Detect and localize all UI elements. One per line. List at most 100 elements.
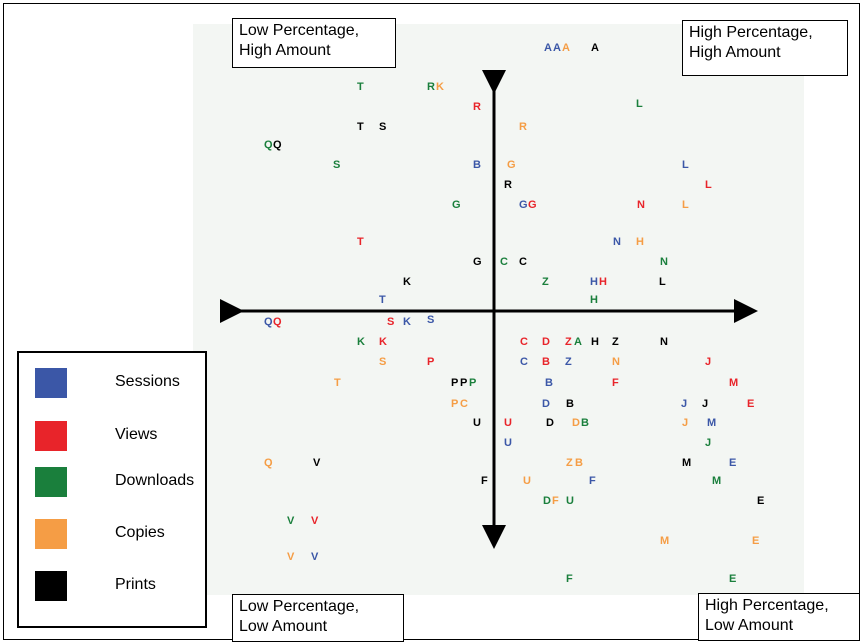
mark-sessions-Q: Q	[264, 316, 273, 328]
mark-sessions-D: D	[542, 398, 550, 410]
mark-downloads-D: D	[543, 495, 551, 507]
mark-sessions-L: L	[682, 159, 689, 171]
mark-downloads-P: P	[469, 377, 476, 389]
mark-prints-U: U	[473, 417, 481, 429]
legend-swatch-downloads	[35, 467, 67, 497]
mark-views-U: U	[504, 417, 512, 429]
mark-sessions-C: C	[520, 356, 528, 368]
mark-sessions-G: G	[519, 199, 528, 211]
mark-prints-Q: Q	[273, 139, 282, 151]
mark-downloads-U: U	[566, 495, 574, 507]
mark-sessions-E: E	[729, 457, 736, 469]
mark-sessions-F: F	[589, 475, 596, 487]
mark-copies-B: B	[575, 457, 583, 469]
mark-downloads-C: C	[500, 256, 508, 268]
mark-prints-Z: Z	[612, 336, 619, 348]
mark-copies-C: C	[460, 398, 468, 410]
mark-prints-A: A	[591, 42, 599, 54]
mark-views-S: S	[387, 316, 394, 328]
mark-downloads-M: M	[712, 475, 721, 487]
legend-label: Sessions	[115, 373, 180, 390]
mark-views-Q: Q	[273, 316, 282, 328]
legend-swatch-copies	[35, 519, 67, 549]
mark-downloads-Q: Q	[264, 139, 273, 151]
mark-sessions-N: N	[613, 236, 621, 248]
legend-item-copies: Copies	[35, 519, 205, 549]
mark-downloads-A: A	[574, 336, 582, 348]
mark-copies-Q: Q	[264, 457, 273, 469]
mark-prints-G: G	[473, 256, 482, 268]
mark-prints-J: J	[702, 398, 708, 410]
mark-prints-P: P	[451, 377, 458, 389]
mark-views-B: B	[542, 356, 550, 368]
mark-copies-K: K	[436, 81, 444, 93]
mark-copies-F: F	[552, 495, 559, 507]
mark-views-M: M	[729, 377, 738, 389]
mark-views-Z: Z	[565, 336, 572, 348]
corner-label-top-left: Low Percentage, High Amount	[232, 18, 396, 68]
legend-item-sessions: Sessions	[35, 368, 205, 398]
mark-downloads-E: E	[729, 573, 736, 585]
corner-label-bottom-right: High Percentage, Low Amount	[698, 593, 860, 641]
mark-downloads-Z: Z	[542, 276, 549, 288]
mark-views-N: N	[637, 199, 645, 211]
mark-views-R: R	[473, 101, 481, 113]
mark-sessions-V: V	[311, 551, 319, 563]
legend-swatch-sessions	[35, 368, 67, 398]
mark-downloads-T: T	[357, 81, 364, 93]
mark-views-E: E	[747, 398, 754, 410]
legend-label: Downloads	[115, 472, 195, 489]
mark-copies-D: D	[572, 417, 580, 429]
mark-prints-T: T	[357, 121, 364, 133]
mark-copies-H: H	[636, 236, 644, 248]
mark-sessions-T: T	[379, 294, 386, 306]
mark-views-D: D	[542, 336, 550, 348]
mark-prints-S: S	[379, 121, 386, 133]
mark-views-C: C	[520, 336, 528, 348]
mark-downloads-H: H	[590, 294, 598, 306]
mark-copies-M: M	[660, 535, 669, 547]
mark-downloads-V: V	[287, 515, 295, 527]
mark-copies-S: S	[379, 356, 386, 368]
legend-item-views: Views	[35, 421, 205, 451]
mark-downloads-K: K	[357, 336, 365, 348]
mark-prints-V: V	[313, 457, 321, 469]
mark-sessions-U: U	[504, 437, 512, 449]
mark-sessions-A: A	[553, 42, 561, 54]
mark-prints-D: D	[546, 417, 554, 429]
mark-views-L: L	[705, 179, 712, 191]
mark-prints-N: N	[660, 336, 668, 348]
mark-copies-Z: Z	[566, 457, 573, 469]
mark-downloads-F: F	[566, 573, 573, 585]
legend-label: Views	[115, 426, 158, 443]
mark-downloads-L: L	[636, 98, 643, 110]
mark-prints-H: H	[591, 336, 599, 348]
mark-prints-F: F	[481, 475, 488, 487]
legend-label: Prints	[115, 576, 156, 593]
mark-downloads-G: G	[452, 199, 461, 211]
legend: Sessions Views Downloads Copies Prints	[17, 351, 207, 628]
mark-copies-N: N	[612, 356, 620, 368]
mark-sessions-S: S	[427, 314, 434, 326]
mark-prints-M: M	[682, 457, 691, 469]
corner-label-top-right: High Percentage, High Amount	[682, 20, 848, 76]
mark-sessions-K: K	[403, 316, 411, 328]
mark-copies-U: U	[523, 475, 531, 487]
mark-prints-C: C	[519, 256, 527, 268]
mark-sessions-Z: Z	[565, 356, 572, 368]
mark-prints-B: B	[566, 398, 574, 410]
mark-sessions-B: B	[473, 159, 481, 171]
legend-swatch-views	[35, 421, 67, 451]
mark-sessions-B: B	[545, 377, 553, 389]
mark-sessions-M: M	[707, 417, 716, 429]
mark-copies-R: R	[519, 121, 527, 133]
mark-downloads-S: S	[333, 159, 340, 171]
mark-views-K: K	[379, 336, 387, 348]
mark-views-P: P	[427, 356, 434, 368]
mark-views-G: G	[528, 199, 537, 211]
legend-swatch-prints	[35, 571, 67, 601]
mark-views-F: F	[612, 377, 619, 389]
mark-prints-R: R	[504, 179, 512, 191]
legend-item-prints: Prints	[35, 571, 205, 601]
